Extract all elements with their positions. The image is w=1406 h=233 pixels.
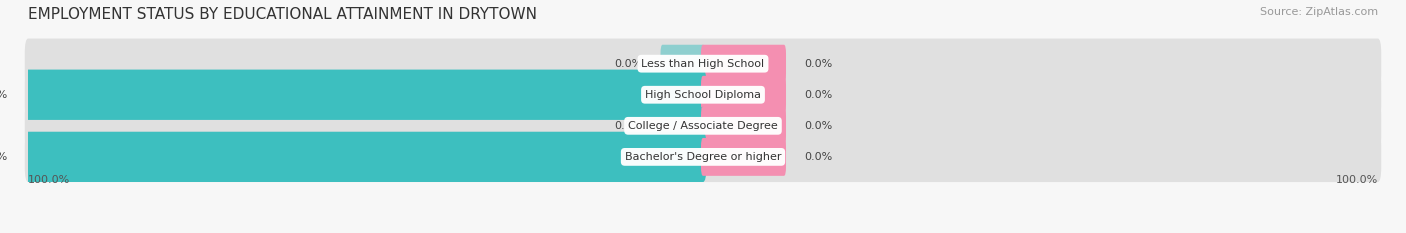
FancyBboxPatch shape (25, 132, 706, 182)
Text: 100.0%: 100.0% (1336, 175, 1378, 185)
Text: 0.0%: 0.0% (614, 59, 643, 69)
Text: Bachelor's Degree or higher: Bachelor's Degree or higher (624, 152, 782, 162)
Text: 100.0%: 100.0% (28, 175, 70, 185)
Text: 0.0%: 0.0% (804, 59, 832, 69)
FancyBboxPatch shape (702, 138, 786, 176)
Text: 0.0%: 0.0% (804, 121, 832, 131)
FancyBboxPatch shape (25, 101, 1381, 151)
Text: 0.0%: 0.0% (614, 121, 643, 131)
Text: College / Associate Degree: College / Associate Degree (628, 121, 778, 131)
Text: EMPLOYMENT STATUS BY EDUCATIONAL ATTAINMENT IN DRYTOWN: EMPLOYMENT STATUS BY EDUCATIONAL ATTAINM… (28, 7, 537, 22)
FancyBboxPatch shape (661, 45, 704, 83)
Text: Source: ZipAtlas.com: Source: ZipAtlas.com (1260, 7, 1378, 17)
FancyBboxPatch shape (25, 132, 1381, 182)
Text: High School Diploma: High School Diploma (645, 90, 761, 100)
Text: 100.0%: 100.0% (0, 90, 8, 100)
FancyBboxPatch shape (702, 76, 786, 114)
FancyBboxPatch shape (702, 45, 786, 83)
Text: Less than High School: Less than High School (641, 59, 765, 69)
Text: 0.0%: 0.0% (804, 152, 832, 162)
FancyBboxPatch shape (25, 70, 706, 120)
FancyBboxPatch shape (702, 107, 786, 145)
Text: 0.0%: 0.0% (804, 90, 832, 100)
FancyBboxPatch shape (661, 107, 704, 145)
Text: 100.0%: 100.0% (0, 152, 8, 162)
FancyBboxPatch shape (25, 38, 1381, 89)
FancyBboxPatch shape (25, 70, 1381, 120)
